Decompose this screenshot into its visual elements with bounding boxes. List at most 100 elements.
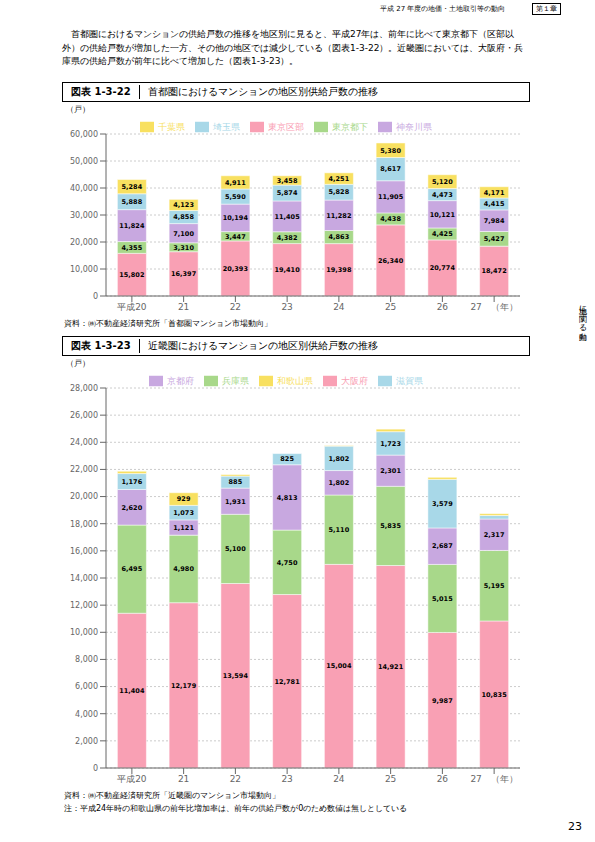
svg-text:8,617: 8,617 [380,165,401,173]
svg-text:10,835: 10,835 [482,691,508,699]
svg-text:4,750: 4,750 [277,559,298,567]
svg-text:26: 26 [437,302,449,312]
svg-text:4,863: 4,863 [329,233,350,241]
svg-text:10,121: 10,121 [430,211,456,219]
svg-text:4,425: 4,425 [432,230,453,238]
svg-text:6,495: 6,495 [122,565,143,573]
svg-text:12,781: 12,781 [275,678,301,686]
svg-text:20,774: 20,774 [430,264,456,272]
svg-text:11,404: 11,404 [119,687,145,695]
svg-text:8,000: 8,000 [75,655,98,664]
svg-text:2,000: 2,000 [75,737,98,746]
svg-text:7,984: 7,984 [484,217,505,225]
svg-text:929: 929 [177,495,191,503]
svg-text:5,110: 5,110 [329,526,350,534]
svg-text:27 （年）: 27 （年） [470,302,517,312]
svg-text:12,179: 12,179 [171,682,197,690]
svg-text:24,000: 24,000 [70,438,98,447]
svg-text:22: 22 [230,774,241,784]
svg-text:1,073: 1,073 [173,509,194,517]
svg-text:1,723: 1,723 [380,440,401,448]
svg-text:平成20: 平成20 [117,774,147,784]
svg-text:4,382: 4,382 [277,234,298,242]
svg-text:20,393: 20,393 [223,265,248,273]
svg-text:19,398: 19,398 [326,266,352,274]
svg-text:5,120: 5,120 [432,178,453,186]
svg-text:1,121: 1,121 [173,524,194,532]
svg-text:40,000: 40,000 [70,184,98,193]
svg-text:23: 23 [281,774,292,784]
svg-text:825: 825 [280,455,294,463]
svg-text:5,874: 5,874 [277,189,298,197]
svg-text:20,000: 20,000 [70,492,98,501]
svg-text:26,340: 26,340 [378,257,404,265]
svg-text:21: 21 [178,774,189,784]
svg-text:5,284: 5,284 [122,183,143,191]
svg-text:13,594: 13,594 [223,672,249,680]
svg-text:4,980: 4,980 [173,565,194,573]
svg-text:11,282: 11,282 [326,212,351,220]
svg-text:4,438: 4,438 [380,215,401,223]
svg-text:3,447: 3,447 [225,233,246,241]
svg-text:27 （年）: 27 （年） [470,774,517,784]
svg-text:5,835: 5,835 [380,522,401,530]
svg-text:5,100: 5,100 [225,545,246,553]
svg-text:2,687: 2,687 [432,542,453,550]
svg-text:1,176: 1,176 [122,478,143,486]
svg-text:5,427: 5,427 [484,235,505,243]
svg-text:22,000: 22,000 [70,465,98,474]
svg-text:19,410: 19,410 [275,266,301,274]
svg-text:5,195: 5,195 [484,582,505,590]
svg-text:11,905: 11,905 [378,193,404,201]
svg-text:4,355: 4,355 [122,244,143,252]
svg-text:18,000: 18,000 [70,520,98,529]
svg-text:1,931: 1,931 [225,498,246,506]
svg-text:2,317: 2,317 [484,531,505,539]
svg-text:24: 24 [333,302,345,312]
svg-text:16,397: 16,397 [171,270,196,278]
svg-text:1,802: 1,802 [329,479,350,487]
svg-text:5,380: 5,380 [380,147,401,155]
svg-text:5,888: 5,888 [122,198,143,206]
svg-text:平成20: 平成20 [117,302,147,312]
svg-text:4,251: 4,251 [329,175,350,183]
svg-text:60,000: 60,000 [70,130,98,139]
svg-text:25: 25 [385,774,396,784]
svg-text:885: 885 [229,478,243,486]
svg-text:11,824: 11,824 [119,222,145,230]
svg-text:16,000: 16,000 [70,547,98,556]
svg-text:22: 22 [230,302,241,312]
svg-text:3,458: 3,458 [277,177,298,185]
svg-text:20,000: 20,000 [70,238,98,247]
svg-text:30,000: 30,000 [70,211,98,220]
svg-text:4,911: 4,911 [225,179,246,187]
svg-text:9,987: 9,987 [432,697,453,705]
svg-text:0: 0 [93,292,98,301]
svg-text:2,301: 2,301 [380,467,401,475]
svg-text:26,000: 26,000 [70,411,98,420]
svg-text:24: 24 [333,774,345,784]
svg-text:12,000: 12,000 [70,601,98,610]
svg-text:4,171: 4,171 [484,189,505,197]
svg-text:10,000: 10,000 [70,628,98,637]
svg-text:4,473: 4,473 [432,191,453,199]
svg-text:10,194: 10,194 [223,214,249,222]
svg-text:26: 26 [437,774,449,784]
svg-text:3,310: 3,310 [173,244,194,252]
svg-text:1,802: 1,802 [329,455,350,463]
svg-text:4,813: 4,813 [277,494,298,502]
svg-text:7,100: 7,100 [173,230,194,238]
svg-text:6,000: 6,000 [75,682,98,691]
svg-text:3,579: 3,579 [432,500,453,508]
svg-text:15,802: 15,802 [119,271,144,279]
svg-text:18,472: 18,472 [482,267,507,275]
svg-text:0: 0 [93,764,98,773]
svg-text:4,000: 4,000 [75,710,98,719]
svg-text:15,004: 15,004 [326,662,352,670]
svg-text:14,000: 14,000 [70,574,98,583]
svg-text:50,000: 50,000 [70,157,98,166]
svg-text:2,620: 2,620 [122,504,143,512]
svg-text:10,000: 10,000 [70,265,98,274]
svg-text:25: 25 [385,302,396,312]
svg-text:4,858: 4,858 [173,213,194,221]
